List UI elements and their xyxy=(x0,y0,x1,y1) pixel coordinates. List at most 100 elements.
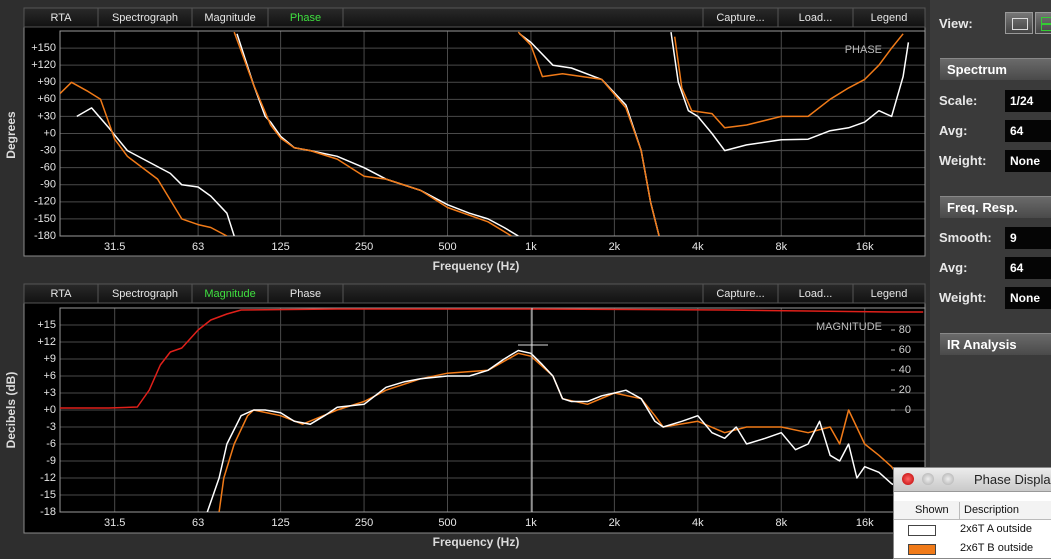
setting-value[interactable]: 9 xyxy=(1005,227,1051,249)
y-tick-label: -9 xyxy=(46,455,56,467)
analyzer-area: RTA Spectrograph Magnitude Phase Legend Load.… xyxy=(4,7,926,550)
button-label: RTA xyxy=(51,12,73,24)
x-axis-label: Frequency (Hz) xyxy=(433,535,520,549)
chart-annotation: PHASE xyxy=(845,44,882,56)
button-label: Load... xyxy=(799,12,833,24)
x-tick-label: 250 xyxy=(355,517,373,529)
legend-swatch xyxy=(908,544,936,555)
x-axis-label: Frequency (Hz) xyxy=(433,259,520,273)
x-tick-label: 500 xyxy=(438,241,456,253)
column-header: Shown xyxy=(915,504,949,516)
close-button[interactable] xyxy=(902,473,914,485)
button-label: Magnitude xyxy=(204,12,255,24)
y-tick-label: -150 xyxy=(34,213,56,225)
y-axis-label: Degrees xyxy=(4,111,18,159)
minimize-button[interactable] xyxy=(922,473,934,485)
toolbar-button[interactable] xyxy=(267,283,344,304)
setting-value[interactable]: 64 xyxy=(1005,257,1051,279)
x-tick-label: 16k xyxy=(856,241,874,253)
zoom-button[interactable] xyxy=(942,473,954,485)
section-header[interactable]: Freq. Resp. xyxy=(940,196,1051,218)
plot-frame xyxy=(59,30,926,237)
button-label: Magnitude xyxy=(204,288,255,300)
setting-label: Smooth: xyxy=(939,230,992,245)
button-label: Spectrograph xyxy=(112,12,178,24)
legend-swatch xyxy=(908,525,936,536)
chart-panel xyxy=(23,302,926,534)
x-tick-label: 1k xyxy=(525,517,537,529)
series-line xyxy=(60,308,924,409)
y-tick-label: -18 xyxy=(40,506,56,518)
y-tick-label: +150 xyxy=(31,42,56,54)
setting-value[interactable]: None xyxy=(1005,150,1051,172)
y2-tick-label: 80 xyxy=(899,324,911,336)
x-tick-label: 63 xyxy=(192,517,204,529)
chart-panel xyxy=(23,26,926,257)
legend-row: 2x6T A outside xyxy=(894,521,1051,539)
x-tick-label: 125 xyxy=(271,517,289,529)
toolbar-button[interactable] xyxy=(267,7,344,28)
column-header: Description xyxy=(964,504,1020,516)
setting-label: Avg: xyxy=(939,260,968,275)
y-tick-label: -120 xyxy=(34,196,56,208)
y-tick-label: -180 xyxy=(34,230,56,242)
x-tick-label: 31.5 xyxy=(104,241,125,253)
legend-label: 2x6T B outside xyxy=(960,542,1034,554)
y-tick-label: +6 xyxy=(43,370,56,382)
y-tick-label: +120 xyxy=(31,59,56,71)
x-tick-label: 125 xyxy=(271,241,289,253)
toolbar-button[interactable] xyxy=(702,283,779,304)
setting-label: Weight: xyxy=(939,290,987,305)
x-tick-label: 63 xyxy=(192,241,204,253)
y-tick-label: +30 xyxy=(37,110,56,122)
x-tick-label: 8k xyxy=(775,517,787,529)
plot-clip xyxy=(60,31,910,236)
section-header[interactable]: IR Analysis xyxy=(940,333,1051,355)
plot-frame xyxy=(59,307,926,513)
y-tick-label: +9 xyxy=(43,353,56,365)
button-label: Legend xyxy=(871,12,908,24)
y2-tick-label: 0 xyxy=(905,404,911,416)
y-tick-label: +12 xyxy=(37,336,56,348)
toolbar-button[interactable] xyxy=(702,7,779,28)
y-tick-label: -6 xyxy=(46,438,56,450)
x-tick-label: 4k xyxy=(692,241,704,253)
button-label: Spectrograph xyxy=(112,288,178,300)
x-tick-label: 4k xyxy=(692,517,704,529)
y-tick-label: -15 xyxy=(40,489,56,501)
table-header xyxy=(894,501,1051,520)
series-line xyxy=(76,31,910,236)
x-tick-label: 16k xyxy=(856,517,874,529)
section-header[interactable]: Spectrum xyxy=(940,58,1051,80)
setting-value[interactable]: None xyxy=(1005,287,1051,309)
y-tick-label: +0 xyxy=(43,404,56,416)
series-line xyxy=(60,31,904,236)
button-label: Phase xyxy=(290,288,321,300)
title-bar: Phase Displa xyxy=(894,468,1051,492)
setting-label: Scale: xyxy=(939,93,978,108)
view-single-button[interactable] xyxy=(1005,12,1033,34)
legend-row: 2x6T B outside xyxy=(894,540,1051,558)
y-tick-label: +90 xyxy=(37,76,56,88)
y2-tick-label: 60 xyxy=(899,344,911,356)
y-tick-label: +3 xyxy=(43,387,56,399)
y-axis-label: Decibels (dB) xyxy=(4,372,18,449)
y-tick-label: -30 xyxy=(40,144,56,156)
x-tick-label: 250 xyxy=(355,241,373,253)
plot-clip xyxy=(60,308,924,512)
y-tick-label: -12 xyxy=(40,472,56,484)
series-line xyxy=(206,349,904,512)
y-tick-label: +0 xyxy=(43,127,56,139)
setting-value[interactable]: 64 xyxy=(1005,120,1051,142)
x-tick-label: 31.5 xyxy=(104,517,125,529)
chart-annotation: MAGNITUDE xyxy=(816,321,882,333)
x-tick-label: 2k xyxy=(609,241,621,253)
side-panel: View: Spectrum Scale: 1/24 Avg: 64 Weight: Non… xyxy=(930,0,1051,559)
window-title: Phase Displa xyxy=(974,472,1051,487)
view-split-button[interactable] xyxy=(1035,12,1051,34)
view-label: View: xyxy=(939,16,973,31)
setting-value[interactable]: 1/24 xyxy=(1005,90,1051,112)
y-tick-label: -3 xyxy=(46,421,56,433)
button-label: Capture... xyxy=(716,288,764,300)
